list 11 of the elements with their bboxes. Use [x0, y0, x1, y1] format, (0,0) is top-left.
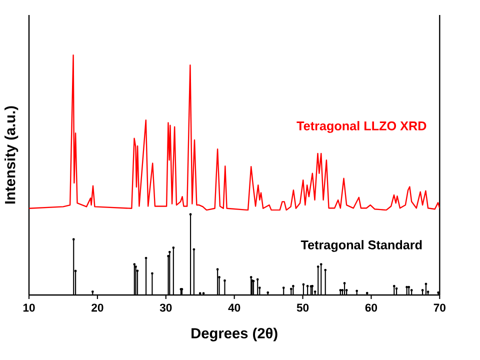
x-tick-label: 50: [296, 304, 309, 312]
x-tick-label: 30: [160, 304, 172, 312]
y-axis-title: Intensity (a.u.): [4, 106, 18, 204]
x-tick-label: 70: [434, 304, 446, 312]
x-tick-label: 10: [23, 304, 35, 312]
x-axis-title: Degrees (2θ): [192, 328, 278, 342]
x-tick-label: 60: [365, 304, 378, 312]
x-tick-label: 40: [228, 304, 240, 312]
text: Tetragonal LLZO XRD: [296, 121, 426, 133]
series-label: Tetragonal Standard: [300, 240, 422, 252]
x-tick-label: 20: [92, 304, 104, 312]
